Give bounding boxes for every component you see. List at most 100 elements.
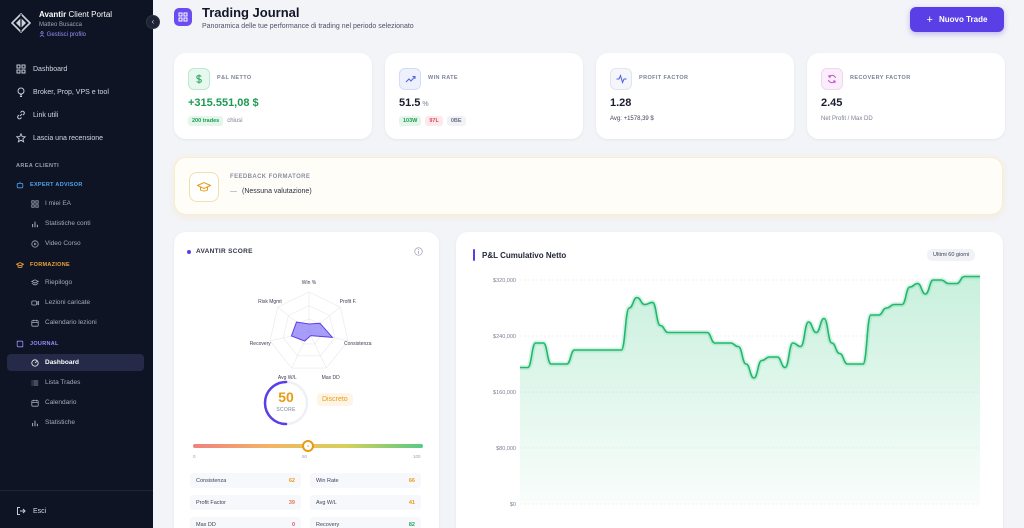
plus-icon: + xyxy=(926,13,933,26)
sidebar-item-dashboard-home[interactable]: Dashboard xyxy=(7,60,144,78)
trades-closed-note: chiusi xyxy=(227,118,243,124)
manage-profile-link[interactable]: Gestisci profilo xyxy=(39,31,86,38)
metric-value: 41 xyxy=(408,499,415,506)
metric-label: Avg W/L xyxy=(316,499,337,506)
info-icon[interactable] xyxy=(414,247,423,256)
sidebar-item-review[interactable]: Lascia una recensione xyxy=(7,129,144,147)
metric-label: Max DD xyxy=(196,521,216,528)
sidebar-item-label: Calendario lezioni xyxy=(45,319,97,326)
sidebar-item-useful-links[interactable]: Link utili xyxy=(7,106,144,124)
sidebar-item-journal-dashboard[interactable]: Dashboard xyxy=(7,354,144,371)
sidebar-item-label: Statistiche xyxy=(45,419,75,426)
brand: Avantir Client Portal Matteo Busacca Ges… xyxy=(11,10,151,42)
logout-button[interactable]: Esci xyxy=(7,502,144,520)
sidebar-item-video-course[interactable]: Video Corso xyxy=(7,235,144,252)
y-tick-label: $160,000 xyxy=(493,390,516,396)
sidebar-item-my-ea[interactable]: I miei EA xyxy=(7,195,144,212)
new-trade-button[interactable]: + Nuovo Trade xyxy=(910,7,1004,32)
sidebar-item-label: Calendario xyxy=(45,399,77,406)
metric-value: 82 xyxy=(408,521,415,528)
sidebar-item-account-stats[interactable]: Statistiche conti xyxy=(7,215,144,232)
score-dot xyxy=(187,249,191,254)
radar-score-area xyxy=(290,321,334,342)
brand-subtitle: Client Portal xyxy=(68,10,113,19)
metric-win-rate: Win Rate 66 xyxy=(310,473,421,488)
score-grade-badge: Discreto xyxy=(317,393,353,406)
y-tick-label: $80,000 xyxy=(496,446,516,452)
metric-profit-factor: Profit Factor 39 xyxy=(190,495,301,510)
main-content: Trading Journal Panoramica delle tue per… xyxy=(153,0,1024,528)
winrate-number: 51.5 xyxy=(399,97,421,109)
group-label-journal: JOURNAL xyxy=(16,340,59,348)
kpi-card-winrate: WIN RATE 51.5% 103W 97L 0BE xyxy=(385,53,583,139)
group-label-text: FORMAZIONE xyxy=(30,262,70,268)
pnl-line xyxy=(520,275,980,379)
chart-title-accent xyxy=(473,249,475,261)
trend-up-icon xyxy=(399,68,421,90)
pf-average: Avg: +1578,39 $ xyxy=(610,116,654,122)
sidebar-item-statistics[interactable]: Statistiche xyxy=(7,414,144,431)
kpi-label-rf: RECOVERY FACTOR xyxy=(850,75,911,81)
refresh-icon xyxy=(821,68,843,90)
score-value: 50 xyxy=(278,389,294,405)
group-label-expert-advisor: EXPERT ADVISOR xyxy=(16,181,83,189)
sidebar-item-trade-list[interactable]: Lista Trades xyxy=(7,374,144,391)
metric-value: 66 xyxy=(408,477,415,484)
graduation-cap-icon xyxy=(189,172,219,202)
sidebar-item-label: Statistiche conti xyxy=(45,220,91,227)
sidebar-item-summary[interactable]: Riepilogo xyxy=(7,274,144,291)
journal-header-icon xyxy=(174,8,192,26)
trades-count-badge: 200 trades xyxy=(188,116,224,126)
gauge-tick-mid: 50 xyxy=(302,454,308,459)
user-icon xyxy=(39,31,45,37)
sidebar-item-label: Lista Trades xyxy=(45,379,81,386)
brand-title: Avantir Client Portal xyxy=(39,10,112,19)
collapse-sidebar-button[interactable]: ‹ xyxy=(146,15,160,29)
radar-label: Max DD xyxy=(322,375,340,381)
metric-label: Win Rate xyxy=(316,477,339,484)
kpi-value-winrate: 51.5% xyxy=(399,97,429,109)
sidebar-item-label: Broker, Prop, VPS e tool xyxy=(33,88,109,96)
pnl-chart-card: P&L Cumulativo Netto Ultimi 60 giorni $3… xyxy=(456,232,1003,528)
kpi-foot-winrate: 103W 97L 0BE xyxy=(399,116,466,126)
sidebar-item-label: I miei EA xyxy=(45,200,72,207)
sidebar-item-label: Dashboard xyxy=(45,359,79,366)
gauge-tick-min: 0 xyxy=(193,454,196,459)
sidebar-divider xyxy=(0,490,153,491)
kpi-label-pf: PROFIT FACTOR xyxy=(639,75,689,81)
sidebar-item-label: Riepilogo xyxy=(45,279,73,286)
radar-grid-ring xyxy=(269,291,349,369)
y-tick-label: $240,000 xyxy=(493,334,516,340)
score-ring-progress xyxy=(263,380,309,426)
radar-label: Risk Mgmt xyxy=(258,299,282,305)
radar-chart: Win % Profit F. Consistenza Max DD Avg W/L Re… xyxy=(250,280,372,381)
new-trade-label: Nuovo Trade xyxy=(938,15,988,24)
dollar-icon xyxy=(188,68,210,90)
kpi-value-rf: 2.45 xyxy=(821,97,843,109)
cap-glyph xyxy=(197,181,211,192)
radar-grid-ring xyxy=(282,305,336,357)
logout-icon xyxy=(17,507,26,515)
feedback-card: FEEDBACK FORMATORE — (Nessuna valutazione… xyxy=(174,157,1003,215)
user-name: Matteo Busacca xyxy=(39,22,83,28)
bar-chart-icon xyxy=(32,420,38,426)
range-selector[interactable]: Ultimi 60 giorni xyxy=(927,249,976,261)
dollar-glyph xyxy=(196,74,202,84)
avantir-score-card: AVANTIR SCORE Win % Profit F. Consistenza M… xyxy=(174,232,439,528)
sidebar-item-uploaded-lessons[interactable]: Lezioni caricate xyxy=(7,294,144,311)
sidebar-item-broker[interactable]: Broker, Prop, VPS e tool xyxy=(7,83,144,101)
bar-chart-icon xyxy=(32,221,38,227)
activity-glyph xyxy=(616,74,626,84)
grid-icon xyxy=(31,199,39,208)
sidebar-item-lesson-calendar[interactable]: Calendario lezioni xyxy=(7,314,144,331)
rf-formula: Net Profit / Max DD xyxy=(821,116,873,122)
score-title-text: AVANTIR SCORE xyxy=(196,248,253,255)
metric-label: Profit Factor xyxy=(196,499,226,506)
metric-recovery: Recovery 82 xyxy=(310,517,421,528)
radar-label: Consistenza xyxy=(344,341,372,347)
pnl-area-chart: $320,000 $240,000 $160,000 $80,000 $0 xyxy=(493,274,980,508)
breakeven-badge: 0BE xyxy=(446,116,466,126)
avantir-logo-icon xyxy=(11,13,31,33)
page-title: Trading Journal xyxy=(202,5,300,20)
sidebar-item-calendar[interactable]: Calendario xyxy=(7,394,144,411)
